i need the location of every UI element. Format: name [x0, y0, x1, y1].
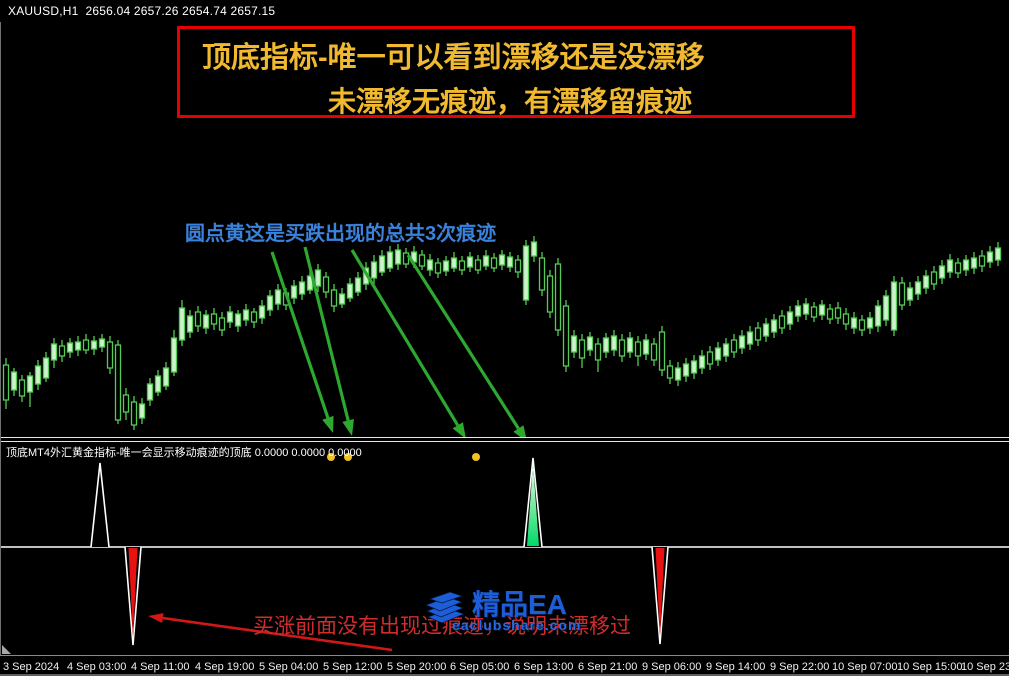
- window-bottom-border: [0, 674, 1009, 676]
- time-axis-label: 6 Sep 13:00: [514, 661, 574, 673]
- indicator-spike-teal-fill: [527, 463, 539, 546]
- indicator-spike-down: [651, 546, 669, 645]
- headline-line1: 顶底指标-唯一可以看到漂移还是没漂移: [202, 42, 705, 74]
- chart-symbol-ohlc: XAUUSD,H1 2656.04 2657.26 2654.74 2657.1…: [8, 4, 276, 18]
- green-pointer-arrow: [303, 246, 354, 436]
- indicator-spike-up: [90, 462, 110, 548]
- time-axis-label: 5 Sep 04:00: [259, 661, 319, 673]
- time-axis-label: 9 Sep 06:00: [642, 661, 702, 673]
- time-axis-label: 4 Sep 11:00: [131, 661, 190, 673]
- red-annotation: 买涨前面没有出现过痕迹，说明未漂移过: [253, 615, 631, 638]
- time-axis-label: 5 Sep 12:00: [323, 661, 383, 673]
- indicator-spike-up: [523, 457, 543, 548]
- time-axis-label: 10 Sep 23:00: [961, 661, 1009, 673]
- book-stack-icon: [424, 591, 466, 624]
- candlestick-series: [2, 236, 1002, 430]
- green-pointer-arrow: [270, 251, 334, 433]
- trace-dot: [472, 453, 480, 461]
- time-axis-label: 10 Sep 07:00: [832, 661, 898, 673]
- window-left-border: [0, 22, 1, 655]
- indicator-spike-down: [124, 546, 142, 646]
- time-axis-label: 9 Sep 22:00: [770, 661, 830, 673]
- time-axis-label: 4 Sep 03:00: [67, 661, 127, 673]
- time-axis-label: 5 Sep 20:00: [387, 661, 447, 673]
- blue-annotation: 圆点黄这是买跌出现的总共3次痕迹: [185, 223, 497, 245]
- headline-line2: 未漂移无痕迹，有漂移留痕迹: [328, 86, 693, 117]
- indicator-values: 0.0000 0.0000 0.0000: [251, 447, 362, 459]
- time-axis-label: 10 Sep 15:00: [897, 661, 963, 673]
- watermark-domain: eaclubshare.com: [452, 617, 582, 633]
- time-axis-label: 4 Sep 19:00: [195, 661, 255, 673]
- time-axis[interactable]: 3 Sep 2024 4 Sep 03:00 4 Sep 11:00 4 Sep 19…: [0, 655, 1009, 676]
- time-axis-label: 6 Sep 05:00: [450, 661, 510, 673]
- watermark: 精品EA eaclubshare.com: [424, 583, 624, 643]
- watermark-brand: 精品EA: [472, 589, 567, 620]
- time-axis-label: 9 Sep 14:00: [706, 661, 766, 673]
- time-axis-label: 3 Sep 2024: [3, 661, 60, 673]
- indicator-name: 顶底MT4外汇黄金指标-唯一会显示移动痕迹的顶底: [6, 447, 252, 459]
- indicator-label: 顶底MT4外汇黄金指标-唯一会显示移动痕迹的顶底 0.0000 0.0000 0…: [6, 444, 362, 460]
- indicator-spike-red-fill: [128, 548, 138, 638]
- annotation-headline-box: 顶底指标-唯一可以看到漂移还是没漂移 未漂移无痕迹，有漂移留痕迹: [177, 26, 855, 118]
- panel-splitter[interactable]: [0, 437, 1009, 442]
- time-axis-label: 6 Sep 21:00: [578, 661, 638, 673]
- indicator-spike-red-fill: [655, 548, 665, 637]
- green-pointer-arrow: [406, 254, 527, 442]
- green-pointer-arrow: [350, 249, 466, 439]
- scroll-marker-icon: [2, 645, 11, 654]
